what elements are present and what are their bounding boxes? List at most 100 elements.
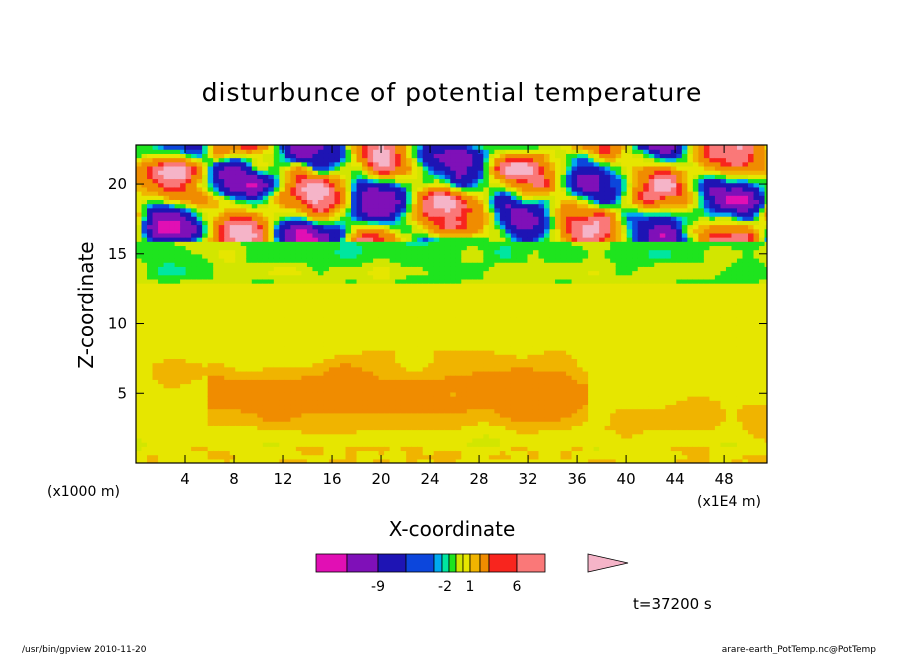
heatmap-cell [152, 345, 159, 351]
heatmap-cell [306, 337, 314, 343]
heatmap-cell [378, 383, 385, 389]
heatmap-cell [367, 391, 374, 397]
heatmap-cell [378, 366, 385, 372]
heatmap-cell [301, 257, 308, 263]
heatmap-cell [196, 241, 203, 247]
heatmap-cell [257, 366, 264, 372]
heatmap-cell [312, 270, 319, 276]
heatmap-cell [444, 295, 451, 301]
heatmap-cell [169, 433, 176, 439]
heatmap-cell [466, 320, 473, 326]
heatmap-cell [373, 350, 380, 355]
heatmap-cell [450, 391, 457, 397]
heatmap-cell [262, 241, 269, 247]
heatmap-cell [340, 416, 347, 422]
heatmap-cell [180, 170, 187, 175]
heatmap-cell [378, 354, 385, 359]
heatmap-cell [411, 170, 418, 175]
heatmap-cell [494, 391, 501, 397]
heatmap-cell [136, 391, 143, 397]
heatmap-cell [207, 245, 214, 251]
heatmap-cell [433, 379, 440, 385]
heatmap-cell [378, 237, 385, 242]
heatmap-cell [251, 304, 258, 309]
heatmap-cell [384, 437, 391, 443]
heatmap-cell [136, 216, 143, 221]
heatmap-cell [428, 304, 435, 309]
heatmap-cell [488, 404, 495, 410]
heatmap-cell [262, 170, 269, 175]
heatmap-cell [290, 308, 297, 313]
heatmap-cell [284, 232, 291, 238]
heatmap-cell [356, 257, 363, 263]
heatmap-cell [433, 341, 440, 347]
heatmap-cell [213, 408, 220, 414]
heatmap-cell [251, 308, 258, 313]
heatmap-cell [251, 345, 258, 351]
heatmap-cell [450, 278, 457, 284]
heatmap-cell [246, 270, 253, 276]
heatmap-cell [147, 249, 154, 255]
heatmap-cell [202, 203, 209, 209]
heatmap-cell [306, 295, 314, 301]
heatmap-cell [472, 216, 479, 221]
heatmap-cell [268, 274, 275, 280]
heatmap-cell [373, 404, 380, 410]
heatmap-cell [373, 324, 380, 330]
heatmap-cell [400, 274, 407, 280]
heatmap-cell [433, 241, 440, 247]
heatmap-cell [395, 178, 402, 184]
heatmap-cell [196, 412, 203, 418]
heatmap-cell [273, 191, 280, 196]
heatmap-cell [152, 262, 159, 267]
heatmap-cell [317, 216, 325, 221]
heatmap-cell [180, 454, 187, 460]
heatmap-cell [141, 165, 148, 171]
heatmap-cell [290, 425, 297, 431]
heatmap-cell [477, 391, 484, 397]
heatmap-cell [262, 450, 269, 456]
heatmap-cell [351, 433, 358, 439]
heatmap-cell [411, 266, 418, 272]
heatmap-cell [356, 345, 363, 351]
heatmap-cell [472, 341, 479, 347]
heatmap-cell [240, 379, 247, 385]
heatmap-cell [362, 396, 369, 401]
heatmap-cell [136, 203, 143, 209]
heatmap-cell [235, 450, 242, 456]
heatmap-cell [213, 333, 220, 339]
heatmap-cell [351, 337, 358, 343]
heatmap-cell [378, 249, 385, 255]
heatmap-cell [218, 383, 225, 389]
heatmap-cell [185, 320, 192, 326]
heatmap-cell [362, 178, 369, 184]
heatmap-cell [395, 149, 402, 154]
heatmap-cell [163, 153, 170, 159]
heatmap-cell [136, 191, 143, 196]
heatmap-cell [240, 191, 247, 196]
heatmap-cell [218, 266, 225, 272]
heatmap-cell [207, 416, 214, 422]
heatmap-cell [356, 199, 363, 205]
heatmap-cell [147, 220, 154, 226]
heatmap-cell [301, 195, 308, 200]
heatmap-cell [494, 308, 501, 313]
heatmap-cell [251, 408, 258, 414]
heatmap-cell [229, 178, 236, 184]
heatmap-cell [389, 291, 396, 297]
heatmap-cell [439, 383, 446, 389]
heatmap-cell [378, 333, 385, 339]
heatmap-cell [284, 387, 291, 393]
heatmap-cell [328, 362, 336, 368]
heatmap-cell [389, 253, 396, 259]
heatmap-cell [158, 161, 165, 167]
heatmap-cell [351, 182, 358, 188]
heatmap-cell [158, 379, 165, 385]
heatmap-cell [444, 191, 451, 196]
heatmap-cell [444, 408, 451, 414]
heatmap-cell [235, 157, 242, 163]
heatmap-cell [450, 304, 457, 309]
heatmap-cell [306, 266, 314, 272]
heatmap-cell [180, 165, 187, 171]
heatmap-cell [273, 304, 280, 309]
